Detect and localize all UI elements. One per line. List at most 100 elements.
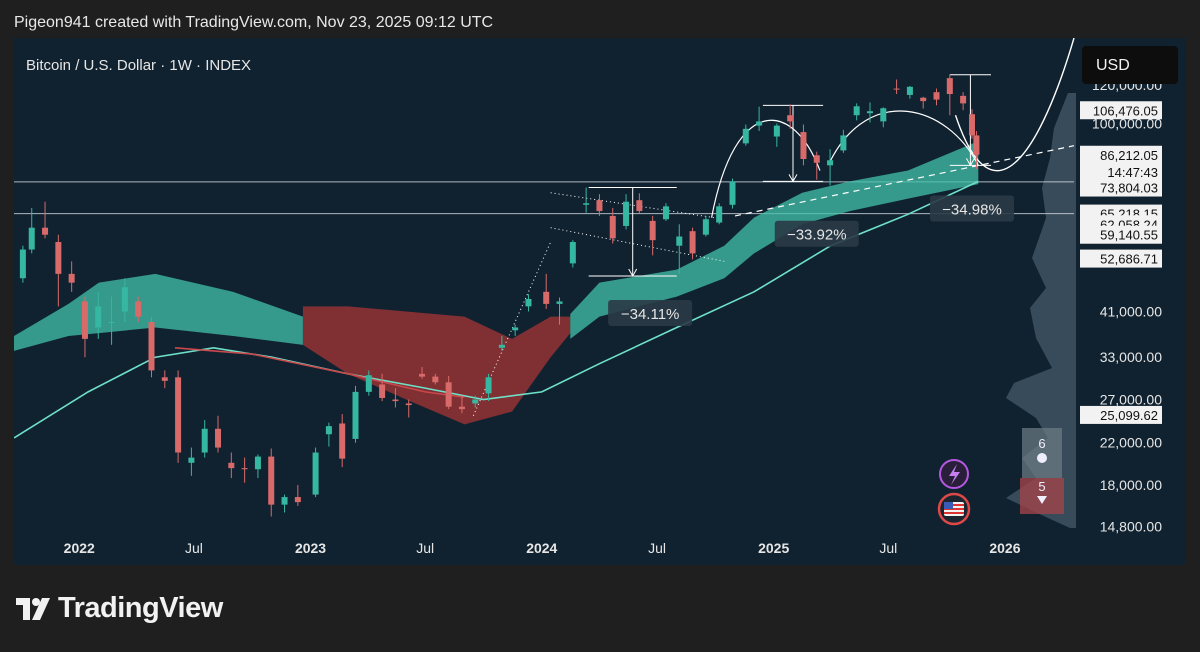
candle-body-12 <box>175 377 182 453</box>
candle-body-50 <box>689 231 696 254</box>
candle-body-30 <box>419 373 426 377</box>
price-chart[interactable]: −34.11% −33.92% −34.98% 2022 Jul 2023 Jul 2024… <box>14 38 1186 565</box>
badge-label-6: 6 <box>1038 436 1045 451</box>
candle-body-8 <box>121 287 128 312</box>
x-tick-label-1: Jul <box>185 540 203 556</box>
candle-body-19 <box>268 456 275 505</box>
y-tick-label-1: 100,000.00 <box>1092 115 1162 131</box>
projection-curve <box>954 38 1075 172</box>
candle-body-63 <box>866 111 873 114</box>
candle-body-59 <box>813 155 820 163</box>
candle-body-49 <box>676 236 683 246</box>
dashed-trendline <box>734 145 1075 217</box>
us-flag-event-icon[interactable] <box>937 492 971 526</box>
candle-body-41 <box>569 241 576 264</box>
candle-body-69 <box>946 78 953 95</box>
drawdown-label-1: −33.92% <box>787 227 847 244</box>
candle-body-54 <box>742 128 749 144</box>
candle-body-17 <box>241 468 248 470</box>
candle-body-67 <box>920 97 927 102</box>
moving-average-red-segment <box>174 347 465 398</box>
chart-panel[interactable]: −34.11% −33.92% −34.98% 2022 Jul 2023 Jul 2024… <box>14 38 1186 565</box>
candle-body-29 <box>405 403 412 406</box>
candle-body-39 <box>543 291 550 304</box>
trend-drawings <box>472 38 1075 416</box>
price-tag-box-0 <box>1080 101 1162 120</box>
candle-body-26 <box>365 375 372 392</box>
tradingview-footer[interactable]: TradingView <box>16 592 223 625</box>
candle-body-37 <box>512 327 519 331</box>
candle-body-60 <box>827 160 834 166</box>
candle-body-38 <box>525 298 532 307</box>
x-tick-label-6: 2025 <box>758 540 789 556</box>
candle-body-21 <box>294 497 301 503</box>
candle-body-3 <box>55 241 62 274</box>
candle-body-2 <box>42 227 49 235</box>
y-tick-label-7: 14,800.00 <box>1100 518 1162 534</box>
chart-attribution: Pigeon941 created with TradingView.com, … <box>14 14 494 31</box>
candle-body-62 <box>853 106 860 116</box>
price-tag-label-1: 86,212.05 <box>1100 148 1158 163</box>
candle-body-5 <box>81 301 88 339</box>
candle-body-11 <box>161 377 168 381</box>
price-tag-label-7: 52,686.71 <box>1100 252 1158 267</box>
price-tag-label-3: 73,804.03 <box>1100 181 1158 196</box>
candle-body-34 <box>472 399 479 404</box>
events-badges[interactable]: 6 5 <box>1020 428 1064 514</box>
candle-body-65 <box>893 88 900 90</box>
measure-arrow-0 <box>628 268 638 278</box>
candle-body-14 <box>201 428 208 453</box>
candle-body-71 <box>968 114 975 136</box>
tradingview-logo-icon <box>16 597 50 620</box>
candle-body-72 <box>973 135 980 155</box>
measure-arrow-1 <box>788 174 798 183</box>
candle-body-25 <box>352 391 359 439</box>
cloud-bull-2024 <box>570 141 979 339</box>
x-tick-label-4: 2024 <box>526 540 557 556</box>
candle-body-61 <box>840 135 847 151</box>
drawdown-box-2 <box>929 195 1014 222</box>
tradingview-logo-text: TradingView <box>58 592 223 624</box>
candle-body-64 <box>880 108 887 122</box>
x-tick-label-2: 2023 <box>295 540 326 556</box>
candle-body-9 <box>135 301 142 317</box>
candle-body-31 <box>432 376 439 383</box>
candle-body-24 <box>339 423 346 459</box>
candle-body-7 <box>108 322 115 324</box>
dotted-channel-bottom <box>550 227 725 262</box>
candle-body-4 <box>68 273 75 283</box>
price-labels: 106,476.0586,212.0514:47:4373,804.0365,2… <box>1080 101 1162 424</box>
price-tag-label-6: 59,140.55 <box>1100 228 1158 243</box>
candle-body-20 <box>281 497 288 505</box>
candle-body-33 <box>458 406 465 410</box>
candle-body-22 <box>312 452 319 495</box>
y-tick-label-5: 22,000.00 <box>1100 435 1162 451</box>
drawdown-box-0 <box>608 300 693 327</box>
y-tick-label-3: 33,000.00 <box>1100 349 1162 365</box>
cloud-bear-2023 <box>302 306 571 425</box>
x-tick-label-5: Jul <box>648 540 666 556</box>
candle-body-70 <box>960 95 967 104</box>
y-tick-label-2: 41,000.00 <box>1100 303 1162 319</box>
price-tag-box-6 <box>1080 225 1162 244</box>
candles <box>19 74 980 517</box>
candle-body-57 <box>787 115 794 122</box>
y-tick-label-6: 18,000.00 <box>1100 477 1162 493</box>
candle-body-56 <box>773 125 780 137</box>
candle-body-53 <box>729 181 736 205</box>
lightning-event-icon[interactable] <box>939 459 969 489</box>
candle-body-44 <box>609 215 616 239</box>
volume-profile <box>1006 93 1076 528</box>
price-tag-box-3 <box>1080 178 1162 197</box>
ichimoku-cloud <box>14 141 979 425</box>
currency-button[interactable]: USD <box>1082 46 1178 84</box>
chart-title: Bitcoin / U.S. Dollar · 1W · INDEX <box>26 57 251 74</box>
candle-body-45 <box>623 201 630 226</box>
candle-body-1 <box>28 227 35 250</box>
x-axis: 2022 Jul 2023 Jul 2024 Jul 2025 Jul 2026 <box>64 540 1021 556</box>
x-tick-label-3: Jul <box>416 540 434 556</box>
candle-body-40 <box>556 301 563 304</box>
candle-body-48 <box>662 206 669 220</box>
cup-curve-2025 <box>710 119 821 218</box>
candle-body-55 <box>756 121 763 126</box>
